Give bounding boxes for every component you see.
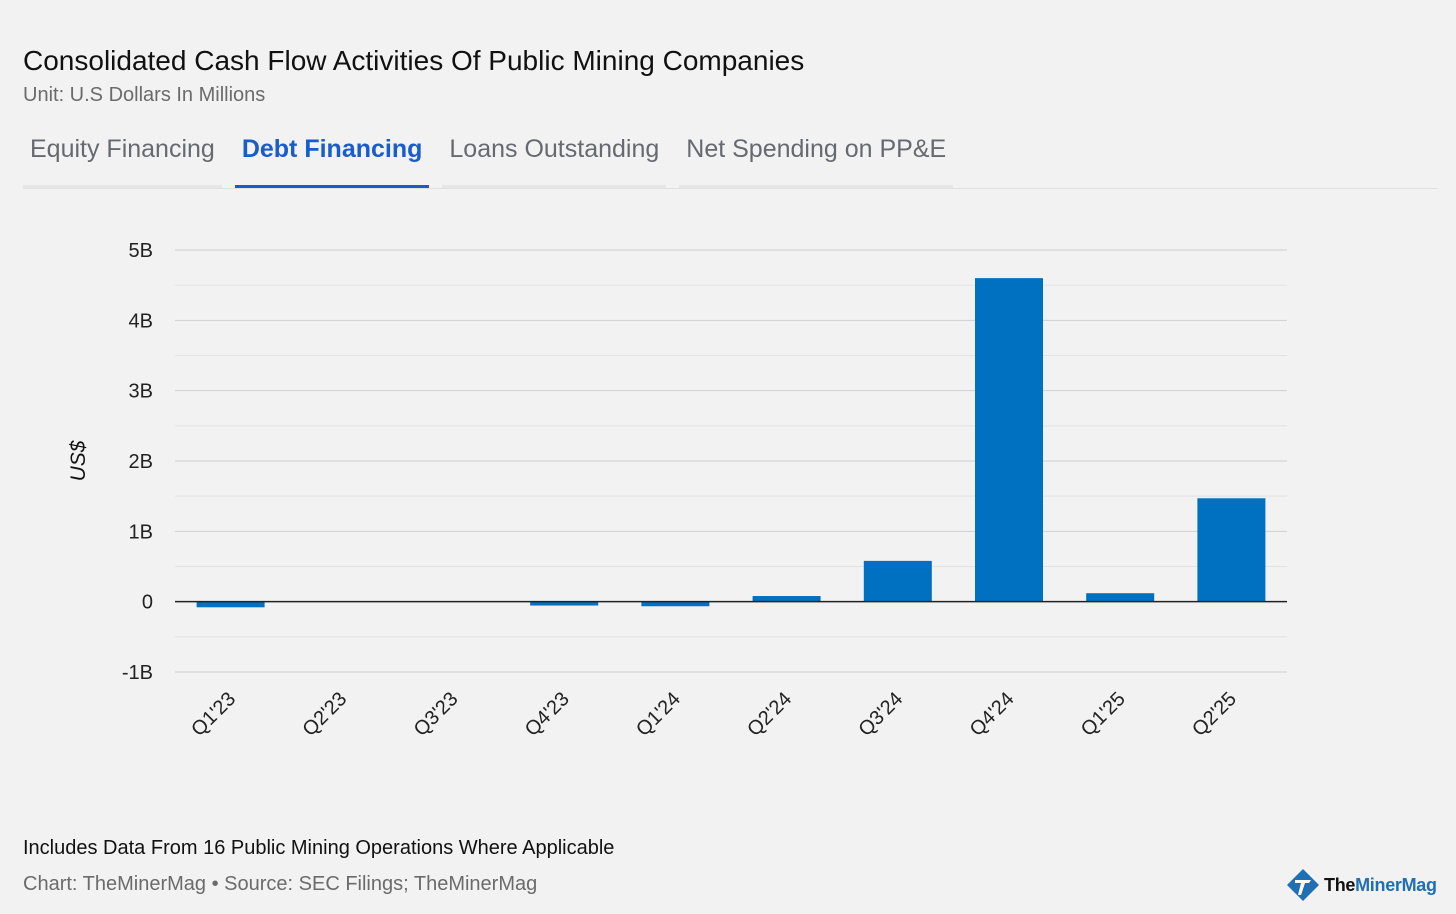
x-tick-label: Q3'24	[854, 688, 907, 741]
tab-net-spending-ppe[interactable]: Net Spending on PP&E	[679, 126, 954, 188]
x-tick-label: Q2'25	[1188, 688, 1241, 741]
tab-bar: Equity Financing Debt Financing Loans Ou…	[23, 126, 1438, 189]
bar	[1086, 593, 1155, 602]
x-tick-label: Q4'23	[521, 688, 574, 741]
bar	[530, 601, 599, 606]
data-coverage-note: Includes Data From 16 Public Mining Oper…	[23, 837, 615, 859]
logo-text-minermag: MinerMag	[1355, 874, 1437, 895]
x-tick-label: Q2'23	[298, 688, 351, 741]
theminermag-logo: TheMinerMag	[1286, 868, 1437, 902]
bar	[863, 560, 932, 602]
bar	[196, 601, 265, 608]
y-tick-label: 0	[142, 592, 153, 614]
bar	[752, 596, 821, 602]
bar	[975, 278, 1043, 602]
y-tick-label: -1B	[122, 662, 153, 684]
major-gridlines	[175, 249, 1287, 673]
y-axis-tick-labels: -1B 0 1B 2B 3B 4B 5B	[122, 240, 153, 684]
y-axis-label: US$	[67, 440, 90, 481]
y-tick-label: 1B	[129, 521, 153, 543]
x-axis-tick-labels: Q1'23 Q2'23 Q3'23 Q4'23 Q1'24 Q2'24 Q3'24 Q4'24…	[187, 688, 1241, 741]
bar	[641, 601, 710, 607]
logo-text-the: The	[1324, 874, 1356, 895]
minermag-logo-icon	[1287, 869, 1319, 901]
minor-gridlines	[175, 284, 1287, 638]
chart-subtitle: Unit: U.S Dollars In Millions	[23, 84, 266, 106]
bar-chart: -1B 0 1B 2B 3B 4B 5B Q1'23 Q2'23 Q3'23 Q4'23 Q1'24…	[67, 240, 1287, 741]
y-tick-label: 2B	[129, 451, 153, 473]
bar	[1197, 498, 1266, 602]
tab-equity-financing[interactable]: Equity Financing	[23, 126, 222, 188]
x-tick-label: Q1'24	[632, 688, 685, 741]
x-tick-label: Q1'23	[187, 688, 240, 741]
x-tick-label: Q4'24	[966, 688, 1019, 741]
x-tick-label: Q1'25	[1077, 688, 1130, 741]
y-tick-label: 3B	[129, 381, 153, 403]
y-tick-label: 4B	[129, 310, 153, 332]
y-tick-label: 5B	[129, 240, 153, 262]
x-tick-label: Q3'23	[410, 688, 463, 741]
x-tick-label: Q2'24	[743, 688, 796, 741]
tab-loans-outstanding[interactable]: Loans Outstanding	[442, 126, 667, 188]
chart-title: Consolidated Cash Flow Activities Of Pub…	[23, 45, 805, 76]
bar-series	[196, 278, 1266, 608]
chart-source: Chart: TheMinerMag • Source: SEC Filings…	[23, 873, 538, 895]
tab-debt-financing[interactable]: Debt Financing	[234, 126, 430, 188]
